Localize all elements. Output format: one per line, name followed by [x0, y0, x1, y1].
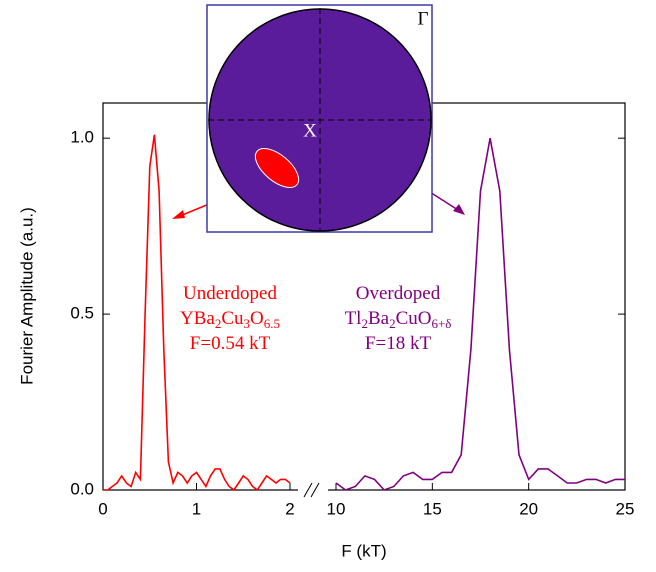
subscript: 3	[244, 316, 251, 331]
axis-break	[303, 482, 313, 498]
arrow-head	[453, 204, 465, 215]
y-tick-label: 0.5	[70, 304, 94, 323]
x-point-label: X	[303, 120, 317, 141]
x-axis-label: F (kT)	[341, 541, 386, 560]
gamma-label: Γ	[418, 8, 429, 29]
axis-break-gap	[298, 482, 328, 498]
inset: Γ X	[206, 4, 433, 233]
annotation: Tl2Ba2CuO6+δ	[345, 308, 452, 331]
annotation-text: F=18 kT	[365, 333, 432, 354]
x-tick-label: 25	[616, 499, 635, 518]
annotation-text: Tl	[345, 308, 362, 329]
annotation: YBa2Cu3O6.5	[180, 308, 280, 331]
data-line	[103, 134, 291, 492]
data-line	[335, 138, 625, 491]
y-axis-label: Fourier Amplitude (a.u.)	[17, 207, 36, 385]
annotation-text: F=0.54 kT	[190, 333, 271, 354]
subscript: 2	[215, 316, 222, 331]
subscript: 2	[361, 316, 368, 331]
subscript: 6.5	[264, 316, 280, 331]
subscript: 6+δ	[431, 316, 451, 331]
x-tick-label: 20	[519, 499, 538, 518]
fermi-pocket	[254, 148, 300, 188]
annotation: Underdoped	[183, 283, 277, 304]
axis-break	[310, 482, 320, 498]
annotation-text: YBa	[180, 308, 215, 329]
x-tick-label: 10	[327, 499, 346, 518]
annotation: Overdoped	[356, 283, 441, 304]
x-tick-label: 1	[192, 499, 201, 518]
annotation-text: CuO	[396, 308, 432, 329]
annotation-text: Ba	[368, 308, 390, 329]
x-tick-label: 0	[98, 499, 107, 518]
annotation-text: O	[250, 308, 264, 329]
annotation: F=0.54 kT	[190, 333, 271, 354]
annotation-text: Overdoped	[356, 283, 441, 304]
subscript: 2	[389, 316, 396, 331]
arrow-head	[172, 210, 185, 219]
y-tick-label: 1.0	[70, 128, 94, 147]
x-tick-label: 2	[285, 499, 294, 518]
y-tick-label: 0.0	[70, 479, 94, 498]
annotation-text: Underdoped	[183, 283, 277, 304]
x-tick-label: 15	[423, 499, 442, 518]
annotation: F=18 kT	[365, 333, 432, 354]
annotation-text: Cu	[221, 308, 244, 329]
